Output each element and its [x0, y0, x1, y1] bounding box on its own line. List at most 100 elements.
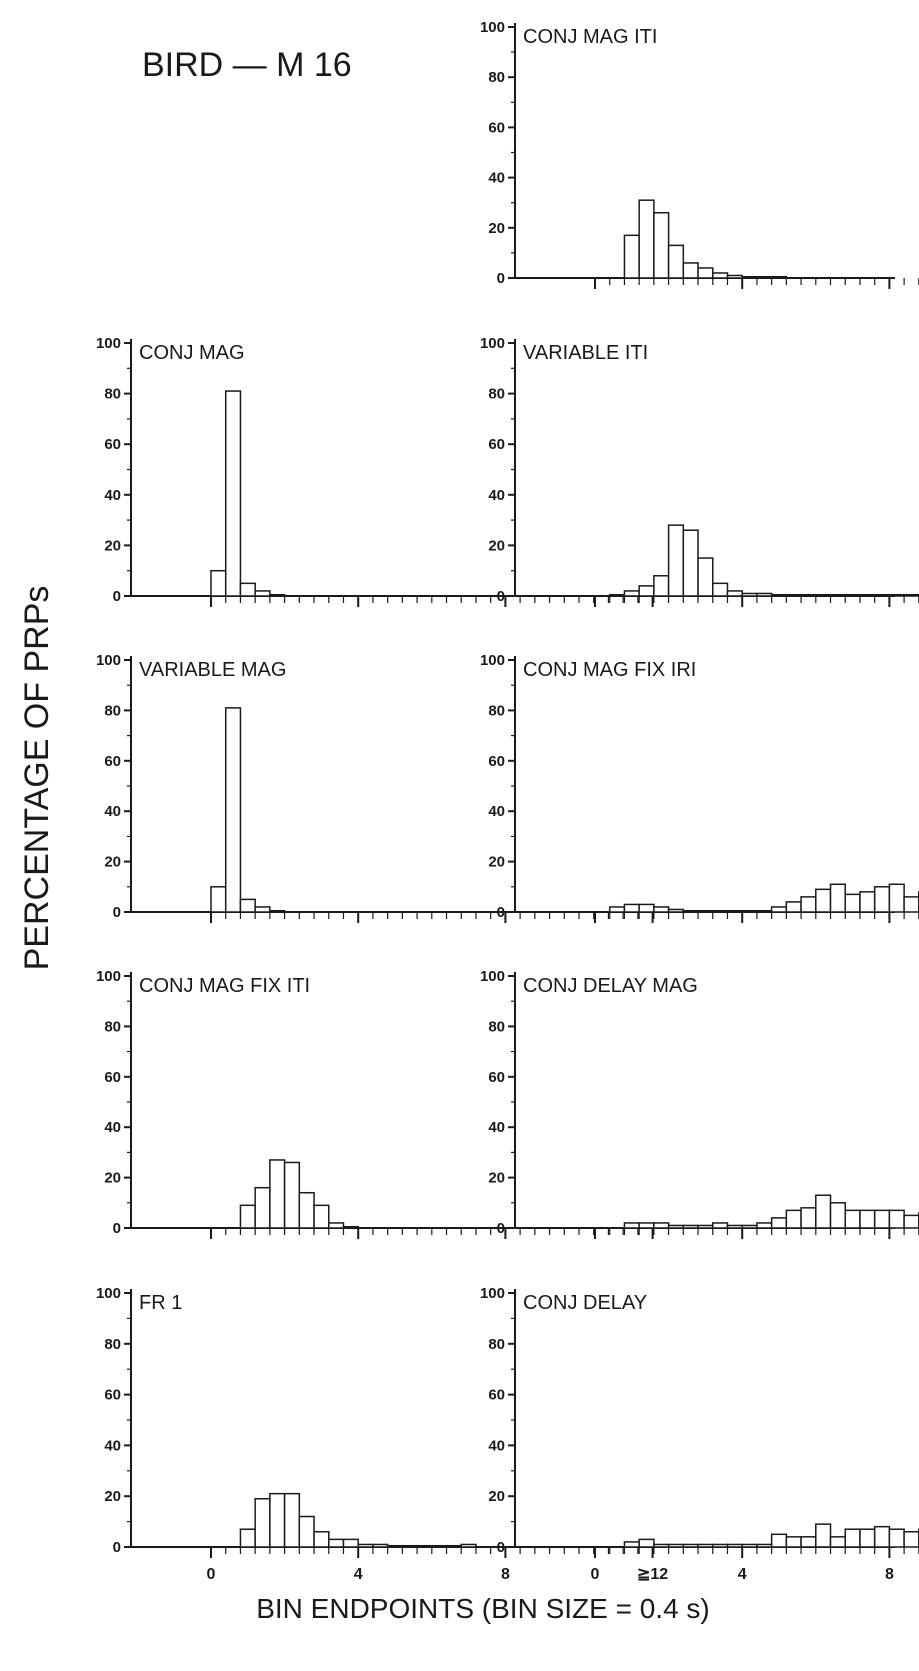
histogram-bar [873, 593, 891, 597]
histogram-bar [269, 593, 286, 597]
y-tick-label: 60 [104, 1069, 121, 1086]
panel-title: CONJ MAG ITI [523, 26, 657, 48]
y-tick-label: 0 [497, 270, 505, 287]
histogram-bar [815, 888, 832, 913]
y-tick-label: 0 [497, 1220, 505, 1237]
histogram-bar [239, 898, 256, 913]
histogram-bar [653, 1543, 670, 1548]
histogram-bar [653, 211, 670, 279]
y-tick-label: 40 [488, 170, 505, 187]
histogram-bar [815, 593, 832, 597]
y-tick-label: 100 [96, 652, 121, 669]
y-tick-label: 0 [113, 904, 121, 921]
histogram-bar [269, 1159, 286, 1229]
histogram-bar [682, 1224, 699, 1229]
histogram-bar [712, 1543, 729, 1548]
y-tick-label: 0 [113, 588, 121, 605]
histogram-bar [712, 582, 729, 597]
y-tick-label: 80 [104, 702, 121, 719]
histogram-bar [313, 1204, 330, 1229]
histogram-bar [756, 592, 773, 597]
panel-3: 0 20 40 60 80 100 VARIABLE MAG [96, 652, 654, 923]
histogram-bar [298, 1515, 315, 1548]
histogram-bar [756, 1543, 773, 1548]
histogram-bar [888, 1528, 905, 1548]
panel-title: FR 1 [139, 1292, 182, 1314]
panel-title: CONJ DELAY [523, 1292, 647, 1314]
histogram-bar [623, 1222, 640, 1229]
histogram-bar [342, 1538, 359, 1548]
histogram-bar [800, 593, 817, 597]
histogram-bar [712, 909, 729, 913]
panel-7: 0 20 40 60 80 100 FR 1 0 4 8 ≧12 [96, 1285, 668, 1583]
x-tick-label: ≧12 [637, 1566, 668, 1583]
histogram-bar [726, 909, 743, 913]
histogram-bar [741, 909, 758, 913]
histogram-bar [431, 1544, 448, 1548]
y-tick-label: 80 [488, 69, 505, 86]
histogram-bar [726, 274, 743, 279]
y-tick-label: 0 [497, 1539, 505, 1556]
histogram-bar [726, 1224, 743, 1229]
panel-title: CONJ MAG [139, 342, 245, 364]
histogram-bar [741, 1224, 758, 1229]
histogram-bar [667, 524, 685, 597]
y-tick-label: 40 [488, 487, 505, 504]
y-tick-label: 20 [488, 854, 505, 871]
histogram-bar [254, 1497, 271, 1548]
histogram-bar [653, 575, 670, 597]
y-tick-label: 0 [497, 904, 505, 921]
histogram-bar [328, 1222, 345, 1229]
histogram-bar [829, 883, 846, 913]
y-tick-label: 100 [480, 1285, 505, 1302]
histogram-bar [859, 593, 876, 597]
histogram-bar [239, 582, 256, 597]
histogram-bar [697, 557, 714, 597]
y-tick-label: 80 [488, 702, 505, 719]
y-tick-label: 20 [104, 1488, 121, 1505]
y-tick-label: 100 [96, 968, 121, 985]
histogram-bar [445, 1544, 462, 1548]
histogram-bar [888, 593, 905, 597]
y-tick-label: 60 [488, 753, 505, 770]
panel-5: 0 20 40 60 80 100 CONJ MAG FIX ITI [96, 968, 654, 1239]
histogram-bar [224, 707, 242, 913]
histogram-bar [770, 1217, 788, 1229]
y-tick-label: 20 [488, 1170, 505, 1187]
histogram-bar [254, 1186, 271, 1229]
histogram-bar [756, 909, 773, 913]
y-tick-label: 60 [488, 119, 505, 136]
histogram-bar [210, 569, 227, 597]
y-axis-label: PERCENTAGE OF PRPs [18, 586, 56, 971]
histogram-bar [386, 1544, 404, 1548]
histogram-bar [873, 1209, 891, 1229]
histogram-bar [623, 903, 640, 913]
histogram-bar [697, 1543, 714, 1548]
histogram-bar [372, 1543, 389, 1548]
histogram-bar [638, 903, 655, 913]
panel-0: 0 20 40 60 80 100 CONJ MAG ITI [480, 19, 919, 289]
histogram-bar [844, 893, 861, 913]
x-tick-label: 0 [591, 1566, 600, 1583]
histogram-bar [224, 390, 242, 597]
histogram-bar [342, 1225, 359, 1229]
y-tick-label: 40 [104, 803, 121, 820]
histogram-bar [667, 244, 685, 279]
histogram-bar [210, 886, 227, 913]
histogram-bar [785, 1536, 802, 1548]
histogram-bar [903, 1531, 919, 1548]
y-tick-label: 100 [96, 1285, 121, 1302]
histogram-bar [712, 1222, 729, 1229]
histogram-bar [623, 590, 640, 597]
histogram-bar [815, 1194, 832, 1229]
y-tick-label: 0 [497, 588, 505, 605]
x-tick-label: 8 [501, 1566, 510, 1583]
histogram-bar [254, 590, 271, 597]
y-tick-label: 40 [104, 487, 121, 504]
histogram-bar [298, 1191, 315, 1229]
y-tick-label: 0 [113, 1220, 121, 1237]
y-tick-label: 80 [488, 1336, 505, 1353]
histogram-bar [785, 1209, 802, 1229]
y-tick-label: 40 [104, 1437, 121, 1454]
